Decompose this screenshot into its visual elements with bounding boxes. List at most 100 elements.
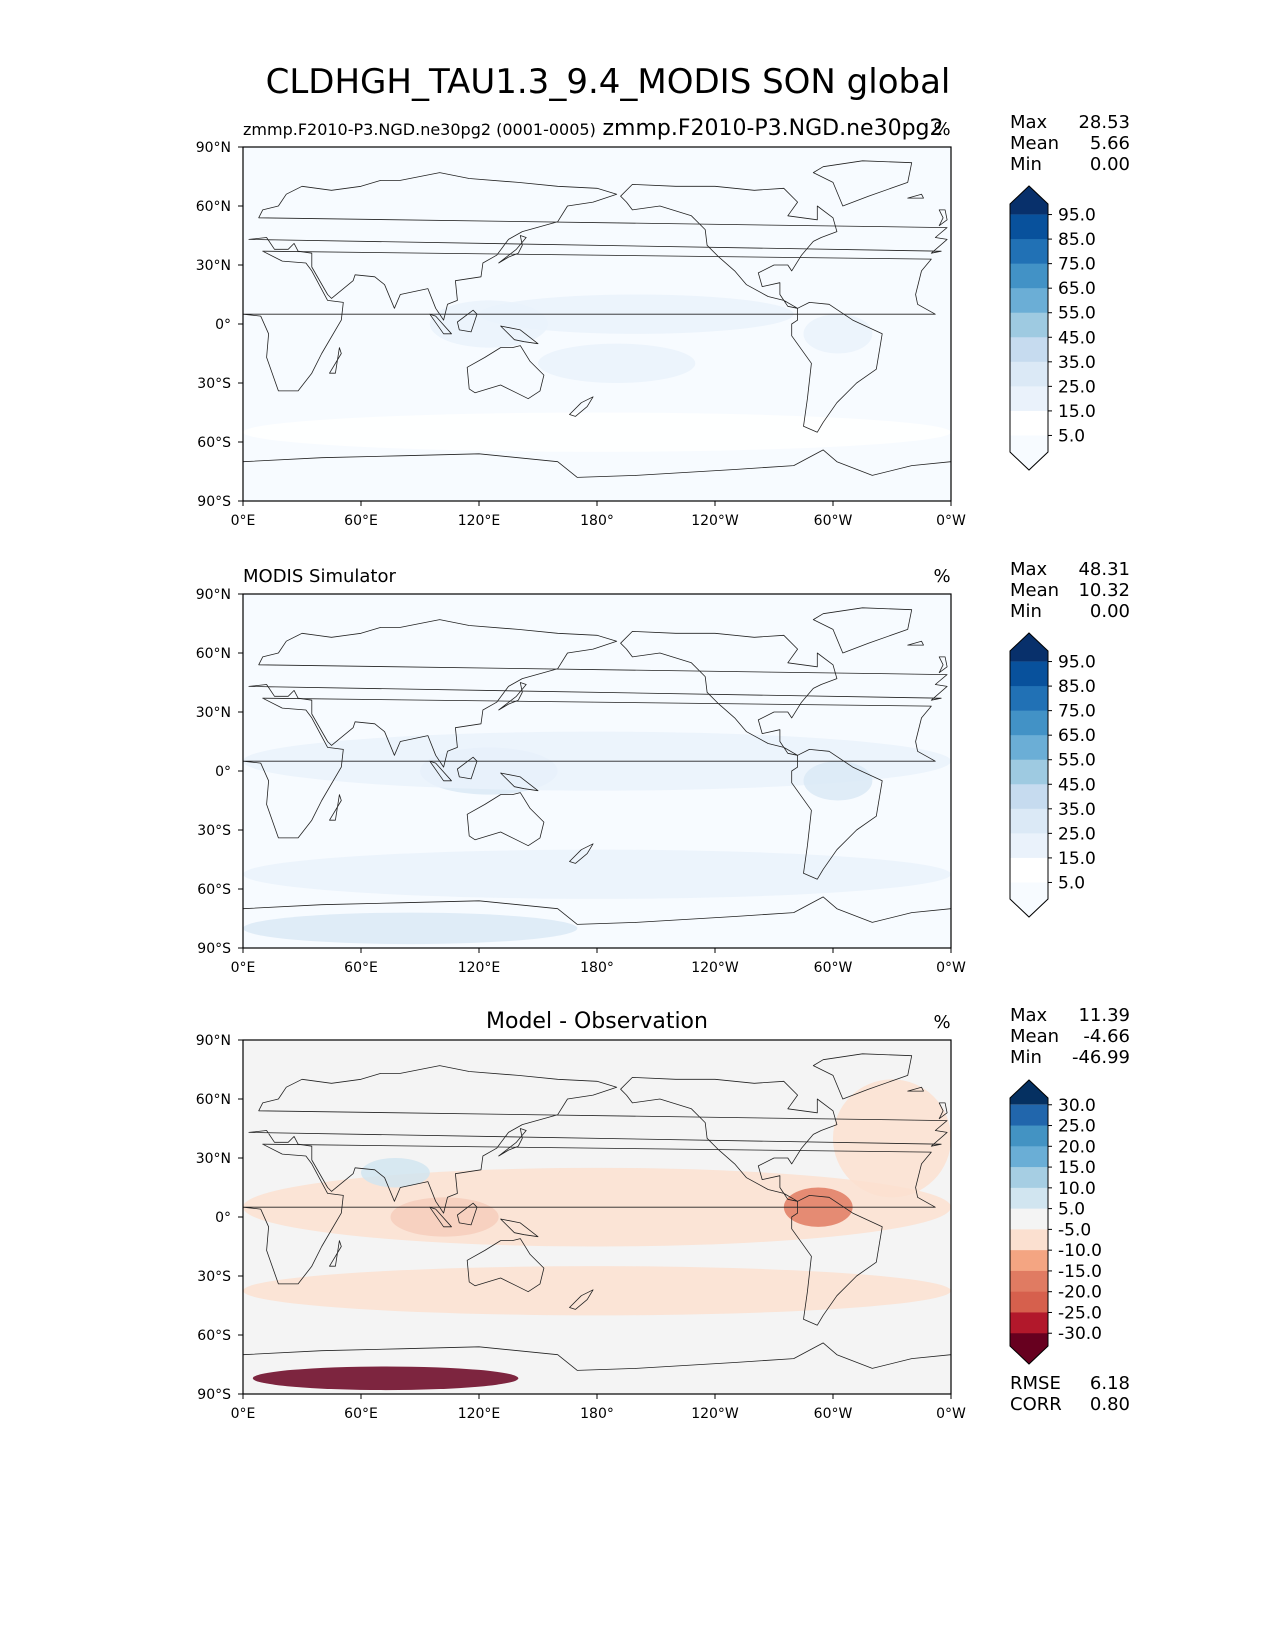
panel-left-title: zmmp.F2010-P3.NGD.ne30pg2 (0001-0005) <box>243 120 596 139</box>
colorbar-level-label: 55.0 <box>1058 751 1096 771</box>
panel-left-title: MODIS Simulator <box>243 566 396 587</box>
lon-tick-label: 120°E <box>458 513 501 529</box>
coastline-greenland <box>812 1053 913 1100</box>
coastlines <box>243 1053 951 1394</box>
stats-reference: Max 48.31 Mean 10.32 Min 0.00 <box>1010 559 1130 622</box>
lon-tick-label: 0°E <box>231 1406 256 1422</box>
lat-tick-label: 60°S <box>197 1328 231 1344</box>
field-southern-ocean-deficit <box>243 1266 951 1316</box>
lat-tick-label: 30°S <box>197 823 231 839</box>
coastlines <box>243 607 951 948</box>
max-label: Max <box>1010 559 1048 580</box>
coastline-japan <box>498 235 527 264</box>
colorbar-level-label: -25.0 <box>1058 1303 1102 1323</box>
colorbar-level-label: 5.0 <box>1058 1200 1085 1220</box>
colorbar-swatch <box>1010 214 1048 240</box>
panel-overlay-title: zmmp.F2010-P3.NGD.ne30pg2 <box>602 116 943 141</box>
colorbar-swatch <box>1010 337 1048 363</box>
colorbar-level-label: 30.0 <box>1058 1096 1096 1116</box>
lon-axis: 0°E 60°E 120°E 180° 120°W 60°W 0°W <box>231 1394 966 1422</box>
colorbar-swatch <box>1010 1312 1048 1334</box>
coastline-borneo <box>457 756 478 780</box>
coastline-south-america <box>791 749 883 880</box>
colorbar-level-label: -10.0 <box>1058 1241 1102 1261</box>
mean-label: Mean <box>1010 580 1059 601</box>
coastline-africa <box>243 697 936 839</box>
field-antarctic-coast <box>243 912 578 945</box>
mean-value: -4.66 <box>1083 1026 1130 1047</box>
colorbar-swatch <box>1010 808 1048 834</box>
coastline-eurasia <box>248 619 948 768</box>
lat-tick-label: 90°N <box>196 1033 231 1049</box>
min-value: 0.00 <box>1090 154 1130 175</box>
coastline-new-zealand <box>569 1289 594 1310</box>
colorbar-swatch <box>1010 435 1048 470</box>
coastline-south-america <box>791 1195 883 1326</box>
colorbar-level-label: 65.0 <box>1058 279 1096 299</box>
min-label: Min <box>1010 1047 1042 1068</box>
field-amazon <box>803 314 873 354</box>
field-north-atlantic-deficit <box>833 1079 951 1198</box>
lon-tick-label: 180° <box>580 513 614 529</box>
coastlines <box>243 160 951 501</box>
max-label: Max <box>1010 112 1048 133</box>
colorbar-swatch <box>1010 1146 1048 1168</box>
colorbar-level-label: 20.0 <box>1058 1137 1096 1157</box>
coastline-eurasia <box>248 172 948 321</box>
colorbar-level-label: 5.0 <box>1058 426 1085 446</box>
coastline-iceland <box>907 193 924 199</box>
lat-axis: 90°N 60°N 30°N 0° 30°S 60°S 90°S <box>196 140 243 510</box>
lon-tick-label: 60°W <box>814 513 853 529</box>
panel-test: 90°N 60°N 30°N 0° 30°S 60°S 90°S 0°E 60°E 120°E 1… <box>196 116 966 529</box>
coastline-north-america <box>620 184 838 309</box>
colorbar-level-label: -15.0 <box>1058 1262 1102 1282</box>
lat-axis: 90°N 60°N 30°N 0° 30°S 60°S 90°S <box>196 587 243 957</box>
coastline-japan <box>498 682 527 711</box>
colorbar-level-label: 75.0 <box>1058 255 1096 275</box>
stats-difference: Max 11.39 Mean -4.66 Min -46.99 RMSE 6.1… <box>1010 1005 1130 1415</box>
lat-tick-label: 60°S <box>197 435 231 451</box>
colorbar-level-label: 95.0 <box>1058 653 1096 673</box>
colorbar-swatch <box>1010 686 1048 712</box>
lat-tick-label: 30°N <box>196 705 231 721</box>
colorbar-level-label: -20.0 <box>1058 1283 1102 1303</box>
colorbar-reference: 95.0 85.0 75.0 65.0 55.0 45.0 35.0 25.0 15.0 5.0 <box>1009 632 1096 918</box>
panel-center-title: Model - Observation <box>486 1009 708 1034</box>
colorbar-swatch <box>1010 312 1048 338</box>
coastline-sumatra <box>429 313 452 335</box>
coastline-uk <box>938 1102 948 1120</box>
lat-tick-label: 30°N <box>196 258 231 274</box>
coastline-madagascar <box>329 794 342 821</box>
colorbar-swatch <box>1010 1333 1048 1364</box>
colorbar-swatch <box>1010 735 1048 761</box>
colorbar-swatch <box>1010 784 1048 810</box>
coastline-south-america <box>791 302 883 433</box>
coastline-north-america <box>620 1077 838 1202</box>
stats-test: Max 28.53 Mean 5.66 Min 0.00 <box>1010 112 1130 175</box>
coastline-greenland <box>812 160 913 207</box>
coastline-antarctica <box>243 1342 951 1394</box>
lat-tick-label: 30°N <box>196 1151 231 1167</box>
lon-tick-label: 60°E <box>344 960 378 976</box>
lon-tick-label: 120°W <box>691 1406 739 1422</box>
coastline-africa <box>243 1143 936 1285</box>
colorbar-swatch <box>1010 1187 1048 1210</box>
lat-tick-label: 60°N <box>196 1092 231 1108</box>
lat-tick-label: 0° <box>215 764 231 780</box>
coastline-australia <box>466 1238 545 1293</box>
lat-tick-label: 90°N <box>196 140 231 156</box>
field-southern-ocean-band <box>243 849 951 899</box>
colorbar-swatch <box>1010 410 1048 436</box>
colorbar-swatch <box>1010 1080 1048 1105</box>
colorbar-swatch <box>1010 1291 1048 1313</box>
colorbar-level-label: 45.0 <box>1058 328 1096 348</box>
colorbar-swatch <box>1010 239 1048 265</box>
colorbar-level-label: 15.0 <box>1058 1158 1096 1178</box>
lon-tick-label: 0°E <box>231 960 256 976</box>
colorbar-level-label: -30.0 <box>1058 1324 1102 1344</box>
colorbar-level-label: 65.0 <box>1058 726 1096 746</box>
rmse-label: RMSE <box>1010 1373 1061 1394</box>
lon-tick-label: 0°E <box>231 513 256 529</box>
coastline-madagascar <box>329 1240 342 1267</box>
mean-label: Mean <box>1010 133 1059 154</box>
